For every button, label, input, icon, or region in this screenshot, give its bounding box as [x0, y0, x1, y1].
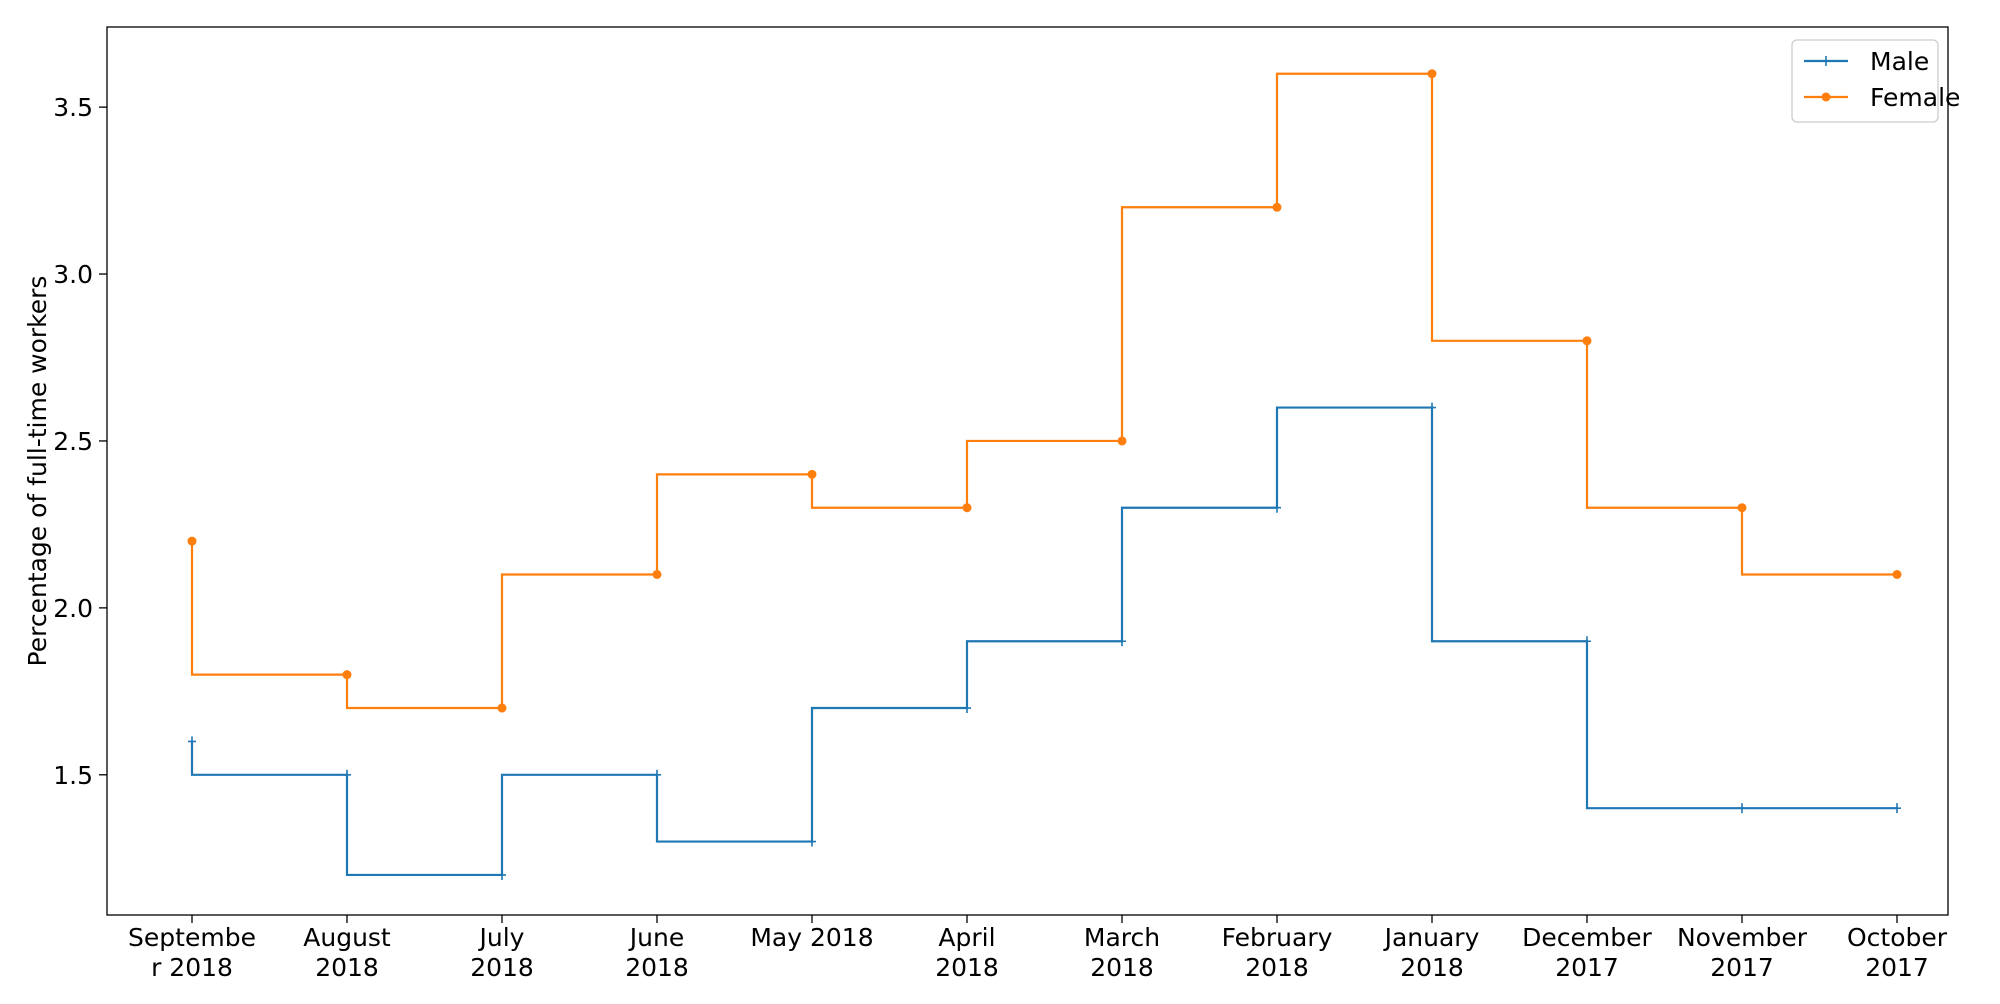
data-point-male: [1893, 803, 1901, 814]
x-tick-label-line: 2018: [1400, 953, 1464, 982]
series-layer: [187, 69, 1902, 880]
data-point-male: [343, 769, 351, 780]
x-tick-label-line: October: [1847, 923, 1948, 952]
x-tick-label-line: January: [1383, 923, 1480, 952]
x-tick-label-line: r 2018: [151, 953, 233, 982]
x-tick-label-line: March: [1084, 923, 1160, 952]
x-tick-label-line: May 2018: [750, 923, 873, 952]
x-tick-label: July 2018: [470, 923, 534, 982]
x-tick-label: January 2018: [1383, 923, 1480, 982]
x-tick-label-line: 2017: [1710, 953, 1774, 982]
legend-label-male: Male: [1870, 47, 1929, 76]
y-tick-label: 2.5: [53, 427, 93, 456]
x-tick-label-line: 2018: [315, 953, 379, 982]
x-tick-label-line: 2018: [470, 953, 534, 982]
data-point-male: [188, 736, 196, 747]
data-point-female: [497, 703, 507, 713]
x-tick-label-line: 2017: [1555, 953, 1619, 982]
data-point-female: [1582, 336, 1592, 346]
legend-label-female: Female: [1870, 83, 1960, 112]
y-axis: 1.5 2.0 2.5 3.0 3.5: [53, 93, 107, 790]
data-point-female: [1892, 569, 1902, 579]
data-point-male: [653, 769, 661, 780]
data-point-male: [808, 836, 816, 847]
x-tick-label-line: 2018: [1245, 953, 1309, 982]
y-tick-label: 1.5: [53, 761, 93, 790]
x-tick-label-line: February: [1222, 923, 1333, 952]
data-point-female: [1427, 69, 1437, 79]
data-point-female: [1117, 436, 1127, 446]
data-point-female: [962, 503, 972, 513]
series-line-female: [190, 72, 1897, 710]
data-point-male: [1428, 402, 1436, 413]
x-tick-label: Septembe r 2018: [128, 923, 256, 982]
data-point-male: [1118, 636, 1126, 647]
x-tick-label: February 2018: [1222, 923, 1333, 982]
data-point-female: [1272, 202, 1282, 212]
data-point-female: [187, 536, 197, 546]
data-point-female: [342, 670, 352, 680]
x-tick-label: December 2017: [1522, 923, 1652, 982]
data-point-male: [1583, 636, 1591, 647]
x-tick-label-line: December: [1522, 923, 1652, 952]
x-tick-label-line: July: [478, 923, 525, 952]
x-tick-label: November 2017: [1677, 923, 1808, 982]
data-point-female: [807, 469, 817, 479]
plot-frame: [106, 26, 1949, 916]
x-tick-label-line: 2017: [1865, 953, 1929, 982]
x-tick-label: May 2018: [750, 923, 873, 952]
x-tick-label: April 2018: [935, 923, 999, 982]
data-point-male: [1738, 803, 1746, 814]
legend: Male Female: [1791, 39, 1960, 123]
x-tick-label: March 2018: [1084, 923, 1160, 982]
data-point-male: [498, 869, 506, 880]
series-line-male: [190, 406, 1897, 877]
x-tick-label: August 2018: [303, 923, 391, 982]
y-axis-label: Percentage of full-time workers: [23, 276, 52, 667]
x-tick-label-line: 2018: [1090, 953, 1154, 982]
x-tick-label: June 2018: [625, 923, 689, 982]
data-point-male: [963, 703, 971, 714]
data-point-female: [1737, 503, 1747, 513]
x-tick-label-line: April: [938, 923, 995, 952]
y-tick-label: 2.0: [53, 594, 93, 623]
y-tick-label: 3.5: [53, 93, 93, 122]
x-tick-label-line: 2018: [625, 953, 689, 982]
x-tick-label-line: Septembe: [128, 923, 256, 952]
x-tick-label-line: November: [1677, 923, 1808, 952]
data-point-male: [1273, 502, 1281, 513]
x-tick-label-line: June: [628, 923, 684, 952]
legend-marker-female: [1821, 92, 1831, 102]
y-tick-label: 3.0: [53, 260, 93, 289]
legend-marker-male: [1822, 56, 1830, 66]
x-tick-label-line: August: [303, 923, 391, 952]
x-tick-label-line: 2018: [935, 953, 999, 982]
data-point-female: [652, 569, 662, 579]
x-tick-label: October 2017: [1847, 923, 1948, 982]
